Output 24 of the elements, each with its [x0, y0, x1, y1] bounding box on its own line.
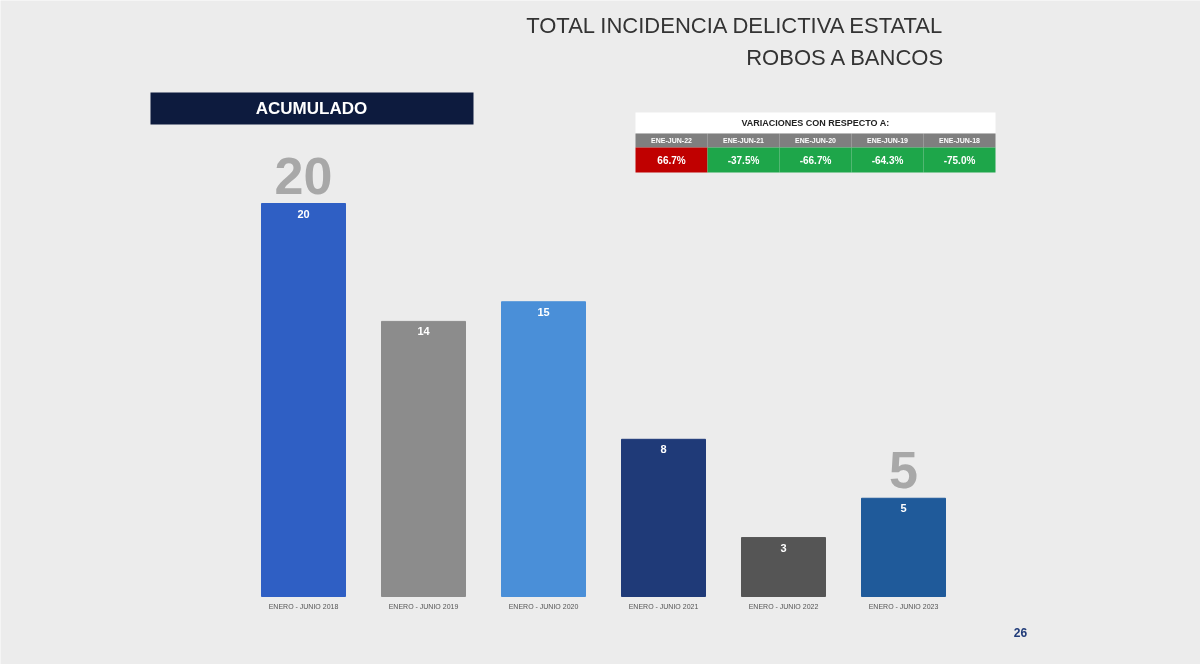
data-label: 14: [417, 325, 431, 338]
chart-subtitle: ROBOS A BANCOS: [746, 45, 944, 70]
chart-title: TOTAL INCIDENCIA DELICTIVA ESTATAL: [526, 13, 943, 38]
data-label: 66.7%: [657, 154, 686, 166]
annotation: 5: [900, 502, 907, 515]
data-label: -66.7%: [799, 154, 832, 166]
data-label: -37.5%: [727, 154, 760, 166]
data-label: -75.0%: [943, 154, 976, 166]
text: ACUMULADO: [255, 99, 368, 118]
bar: [741, 537, 826, 597]
data-label: 5: [889, 441, 918, 500]
data-label: 20: [274, 146, 333, 205]
bar: [261, 203, 346, 597]
bar: [381, 320, 466, 597]
bar: [501, 301, 586, 597]
annotation: 20: [297, 207, 310, 220]
bar: [621, 438, 706, 597]
data-label: 15: [537, 305, 550, 318]
data-label: -64.3%: [871, 154, 904, 166]
text: 26: [1013, 626, 1028, 640]
data-label: 3: [780, 541, 787, 554]
text: VARIACIONES CON RESPECTO A:: [741, 118, 890, 128]
bar: [861, 497, 946, 597]
data-label: 8: [660, 443, 667, 456]
